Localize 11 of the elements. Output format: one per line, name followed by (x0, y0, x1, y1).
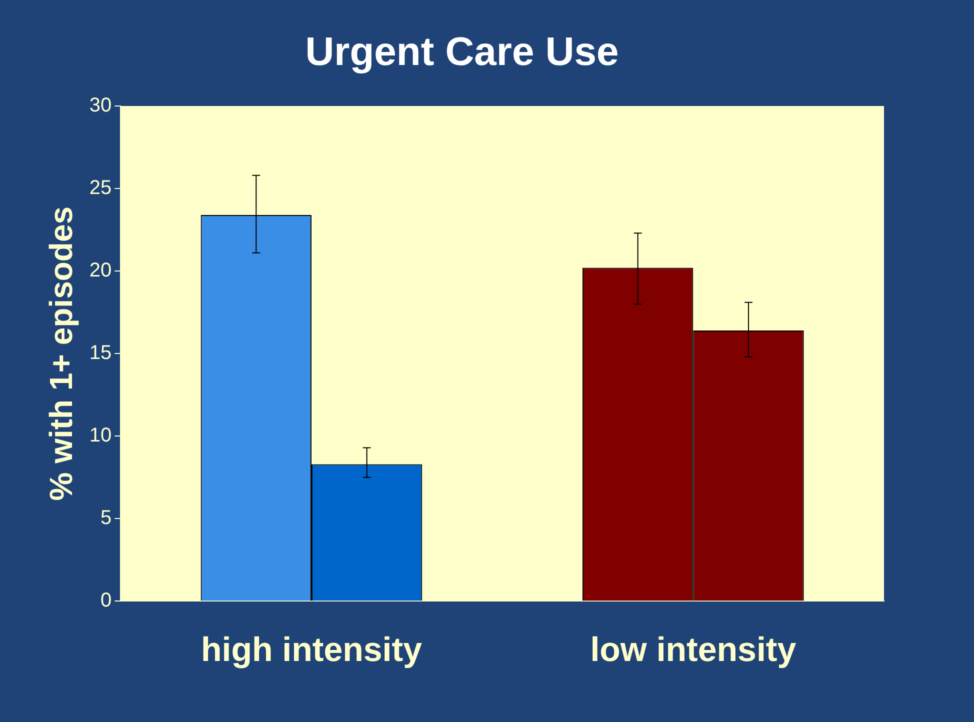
chart-title: Urgent Care Use (305, 30, 619, 74)
y-tick-label: 5 (100, 507, 112, 530)
y-tick-label: 25 (89, 177, 112, 200)
y-tick-label: 20 (89, 260, 112, 282)
y-tick-label: 30 (89, 94, 112, 117)
y-axis-title: % with 1+ episodes (43, 206, 80, 501)
y-tick-label: 10 (89, 424, 112, 447)
y-tick-label: 15 (89, 342, 112, 364)
y-tick-label: 0 (100, 590, 112, 612)
x-tick-label: low intensity (590, 630, 796, 669)
x-tick-label: high intensity (200, 630, 422, 669)
